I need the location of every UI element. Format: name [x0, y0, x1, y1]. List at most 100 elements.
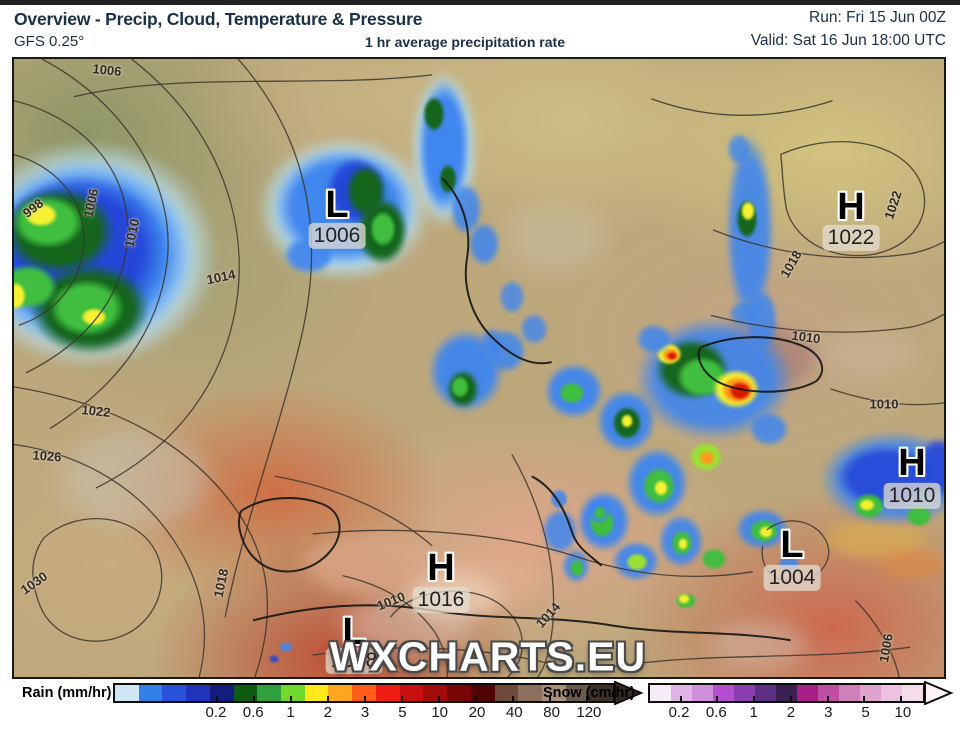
contour-line — [73, 74, 433, 98]
colorbar-tick — [438, 696, 441, 701]
contour-line — [14, 154, 85, 326]
pressure-center-letter: H — [427, 547, 455, 589]
pressure-center-value: 1010 — [883, 482, 941, 510]
pressure-center-letter: H — [837, 186, 865, 228]
colorbar-tick-label: 20 — [468, 704, 486, 721]
contour-line — [14, 100, 129, 374]
colorbar-segment — [671, 685, 692, 701]
contour-line — [14, 443, 206, 677]
contour-line — [274, 475, 433, 547]
colorbar-segment — [589, 685, 614, 701]
contour-line — [342, 575, 448, 677]
pressure-center-value: 1022 — [822, 224, 880, 252]
rain-colorbar — [113, 683, 615, 703]
pressure-center-letter: H — [898, 442, 926, 484]
colorbar-segment — [565, 685, 590, 701]
colorbar-tick — [586, 696, 589, 701]
colorbar-segment — [776, 685, 797, 701]
colorbar-tick-label: 0.2 — [205, 704, 227, 721]
pressure-center-value: 1016 — [412, 586, 470, 614]
colorbar-tick — [475, 696, 478, 701]
colorbar-segment — [518, 685, 542, 701]
colorbar-tick-label: 120 — [576, 704, 602, 721]
colorbar-tick-label: 3 — [360, 704, 370, 721]
coastline — [531, 475, 603, 567]
contour-line — [712, 229, 944, 259]
rain-tick-labels: 0.2 0.6 1 2 3 5 10 20 40 80 120 — [113, 704, 615, 722]
colorbar-segment — [755, 685, 776, 701]
coastline — [697, 336, 824, 393]
colorbar-tick-label: 5 — [861, 704, 870, 721]
colorbar-tick — [290, 696, 293, 701]
contour-line — [611, 646, 911, 668]
colorbar-segment — [115, 685, 139, 701]
snow-colorbar-arrow-icon — [924, 681, 954, 705]
colorbar-tick — [364, 696, 367, 701]
watermark: WXCHARTS.EU — [329, 633, 647, 680]
colorbar-segment — [541, 685, 566, 701]
colorbar-segment — [818, 685, 839, 701]
pressure-center-value: 1006 — [308, 222, 366, 250]
colorbar-segment — [494, 685, 519, 701]
colorbar-tick — [401, 696, 404, 701]
colorbar-segment — [162, 685, 187, 701]
snow-colorbar — [648, 683, 925, 703]
colorbar-segment — [257, 685, 282, 701]
colorbar-tick-label: 0.6 — [705, 704, 727, 721]
colorbar-tick-label: 2 — [786, 704, 796, 721]
isobar-value-label: 1006 — [91, 61, 123, 79]
contour-line — [95, 59, 240, 489]
colorbar-tick-label: 10 — [431, 704, 449, 721]
colorbar-tick-label: 10 — [894, 704, 912, 721]
colorbar-tick — [716, 696, 719, 701]
isobar-contour-layer — [14, 59, 944, 677]
parameter-subtitle: 1 hr average precipitation rate — [365, 34, 565, 50]
colorbar-segment — [839, 685, 860, 701]
colorbar-tick — [253, 696, 256, 701]
colorbar-tick-label: 2 — [323, 704, 332, 721]
colorbar-segment — [375, 685, 400, 701]
colorbar-segment — [423, 685, 448, 701]
run-time-label: Run: Fri 15 Jun 00Z — [809, 9, 946, 26]
pressure-center-letter: L — [780, 524, 804, 566]
pressure-center-value: 1008 — [325, 647, 383, 675]
colorbar-tick-label: 3 — [824, 704, 833, 721]
contour-line — [32, 518, 163, 642]
coastline — [238, 496, 341, 573]
colorbar-tick-label: 80 — [543, 704, 560, 721]
rain-colorbar-arrow-icon — [614, 681, 644, 705]
valid-time-label: Valid: Sat 16 Jun 18:00 UTC — [750, 32, 946, 49]
contour-line — [830, 388, 944, 406]
colorbar-tick — [512, 696, 515, 701]
colorbar-segment — [209, 685, 234, 701]
colorbar-tick-label: 0.6 — [242, 704, 264, 721]
colorbar-tick-label: 40 — [505, 704, 523, 721]
colorbar-segment — [692, 685, 713, 701]
colorbar-tick — [216, 696, 219, 701]
colorbar-segment — [447, 685, 471, 701]
pressure-center-letter: L — [342, 611, 366, 653]
colorbar-tick-label: 1 — [749, 704, 758, 721]
colorbar-segment — [734, 685, 755, 701]
page-title: Overview - Precip, Cloud, Temperature & … — [14, 9, 423, 29]
colorbar-tick — [679, 696, 682, 701]
arrow-shape — [614, 681, 644, 705]
contour-line — [651, 98, 833, 117]
colorbar-segment — [186, 685, 210, 701]
rain-legend-label: Rain (mm/hr) — [22, 685, 112, 701]
contour-line — [854, 600, 900, 677]
colorbar-segment — [304, 685, 329, 701]
contour-line — [710, 313, 944, 333]
coastline — [441, 177, 552, 365]
window-top-strip — [0, 0, 960, 5]
colorbar-tick-label: 1 — [286, 704, 295, 721]
colorbar-tick-label: 5 — [398, 704, 407, 721]
isobar-value-label: 1022 — [80, 402, 112, 420]
arrow-shape — [924, 681, 954, 705]
contour-line — [312, 529, 753, 577]
contour-line — [780, 140, 926, 257]
contour-line — [41, 59, 169, 430]
pressure-center-letter: L — [325, 184, 349, 226]
colorbar-tick — [753, 696, 756, 701]
